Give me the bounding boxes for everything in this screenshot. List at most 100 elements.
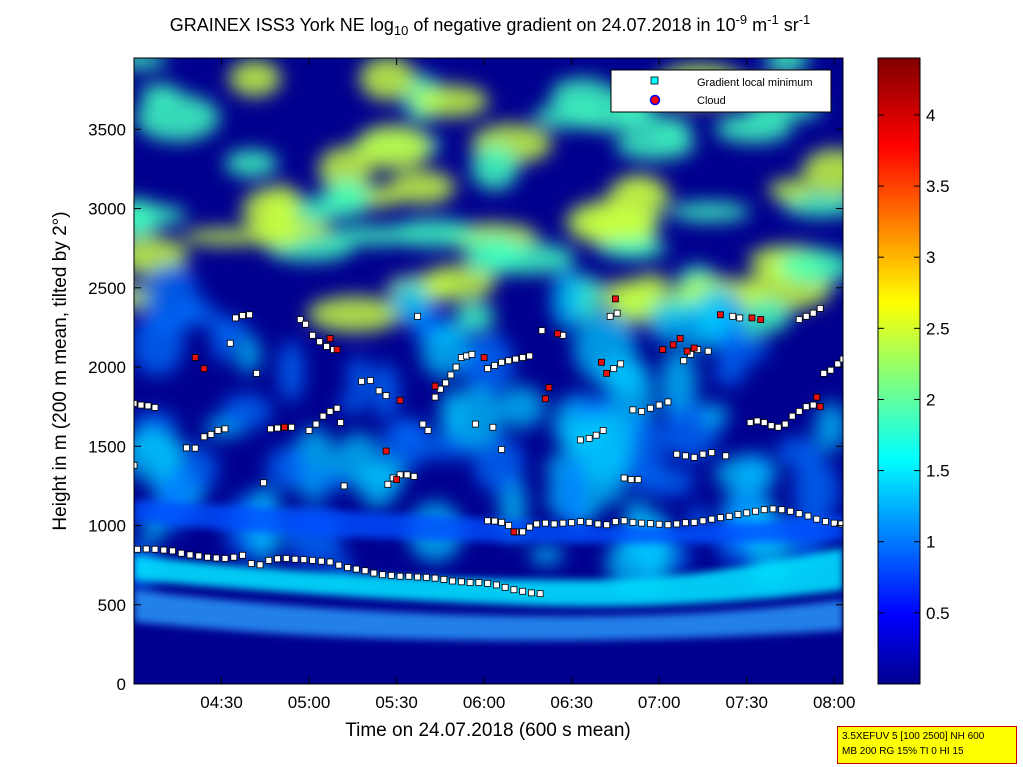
gradient-min-point: [512, 355, 520, 363]
gradient-min-point: [431, 393, 439, 401]
gradient-min-point: [827, 366, 835, 374]
gradient-min-point: [361, 567, 369, 575]
gradient-min-point: [647, 520, 654, 528]
gradient-min-point: [247, 560, 255, 567]
gradient-min-point: [795, 408, 803, 415]
gradient-min-point: [760, 419, 768, 426]
gradient-min-point: [629, 406, 637, 414]
gradient-min-point: [326, 408, 334, 415]
cloud-point: [816, 403, 824, 411]
gradient-min-point: [774, 423, 782, 431]
gradient-min-point: [370, 569, 378, 577]
legend-label-cloud: Cloud: [697, 95, 726, 107]
gradient-min-point: [526, 352, 534, 360]
legend: Gradient local minimum Cloud: [610, 69, 832, 113]
gradient-min-point: [151, 404, 159, 411]
gradient-min-point: [384, 480, 392, 488]
gradient-min-point: [787, 507, 794, 515]
cloud-point: [813, 393, 821, 401]
cloud-point: [676, 335, 684, 342]
gradient-min-point: [839, 355, 843, 363]
y-tick-label: 0: [117, 675, 126, 694]
gradient-min-point: [230, 553, 238, 561]
gradient-min-point: [267, 425, 274, 433]
gradient-min-point: [830, 519, 838, 527]
gradient-min-point: [585, 518, 593, 526]
y-tick-label: 1000: [88, 517, 126, 536]
y-axis: 0 500 1000 1500 2000 2500 3000 3500: [88, 120, 843, 694]
gradient-min-point: [822, 518, 829, 525]
gradient-min-point: [296, 316, 304, 323]
gradient-min-point: [191, 444, 199, 452]
cloud-point: [545, 384, 553, 392]
settings-info-box: 3.5XEFUV 5 [100 2500] NH 600 MB 200 RG 1…: [837, 726, 1017, 764]
gradient-min-point: [664, 398, 672, 406]
gradient-min-point: [204, 553, 211, 561]
gradient-min-point: [746, 419, 754, 426]
gradient-min-point: [620, 517, 628, 525]
cloud-point: [757, 316, 765, 323]
chart-title: GRAINEX ISS3 York NE log10 of negative g…: [170, 12, 811, 38]
y-axis-label: Height in m (200 m mean, tilted by 2°): [50, 211, 71, 530]
cloud-point: [603, 369, 611, 377]
gradient-min-point: [484, 579, 492, 587]
cloud-point: [510, 528, 518, 536]
cloud-point: [480, 354, 488, 361]
gradient-min-point: [221, 555, 229, 562]
colorbar: 0.5 1 1.5 2 2.5 3 3.5 4: [877, 57, 950, 685]
gradient-min-point: [309, 331, 316, 339]
gradient-min-point: [335, 561, 343, 569]
legend-label-min: Gradient local minimum: [697, 77, 813, 89]
gradient-min-point: [274, 555, 281, 563]
gradient-min-point: [617, 360, 625, 368]
gradient-min-point: [613, 309, 621, 317]
colorbar-tick-label: 2.5: [926, 319, 950, 338]
x-axis-label: Time on 24.07.2018 (600 s mean): [345, 720, 631, 741]
gradient-min-point: [629, 518, 637, 526]
gradient-min-point: [169, 547, 176, 555]
gradient-min-point: [379, 571, 386, 579]
gradient-min-point: [447, 371, 455, 379]
x-tick-label: 07:30: [725, 693, 768, 712]
x-tick-label: 06:30: [550, 693, 593, 712]
gradient-min-point: [475, 579, 483, 586]
gradient-min-point: [375, 387, 383, 395]
gradient-min-point: [319, 412, 327, 420]
gradient-min-point: [599, 427, 607, 434]
gradient-min-point: [312, 420, 320, 428]
x-axis: 04:30 05:00 05:30 06:00 06:30 07:00 07:30 08:00: [200, 58, 856, 712]
gradient-min-point: [729, 312, 737, 320]
gradient-min-point: [527, 589, 535, 597]
gradient-min-point: [414, 312, 422, 320]
gradient-min-point: [226, 339, 234, 347]
gradient-min-point: [239, 312, 246, 319]
gradient-min-point: [550, 520, 558, 528]
gradient-min-point: [606, 312, 614, 320]
gradient-min-point: [498, 358, 506, 366]
gradient-min-point: [352, 565, 360, 573]
cloud-point: [690, 344, 698, 352]
gradient-min-point: [291, 555, 299, 563]
gradient-min-point: [200, 433, 208, 441]
gradient-min-point: [813, 515, 821, 523]
y-tick-label: 2500: [88, 279, 126, 298]
colorbar-tick-label: 3.5: [926, 177, 950, 196]
gradient-min-point: [837, 520, 843, 528]
markers-layer: [134, 295, 843, 598]
gradient-min-point: [760, 506, 768, 514]
cloud-point: [541, 395, 549, 403]
gradient-min-point: [144, 402, 152, 410]
gradient-min-point: [736, 314, 744, 322]
cloud-point: [717, 311, 724, 319]
gradient-min-point: [526, 523, 534, 531]
info-line-1: 3.5XEFUV 5 [100 2500] NH 600: [842, 731, 985, 742]
gradient-min-point: [778, 506, 786, 514]
gradient-min-point: [519, 528, 527, 536]
cloud-point: [598, 358, 605, 366]
gradient-min-point: [505, 522, 513, 529]
x-tick-label: 04:30: [200, 693, 243, 712]
gradient-min-point: [795, 316, 803, 323]
gradient-min-point: [610, 365, 618, 373]
gradient-min-point: [457, 578, 465, 586]
gradient-min-point: [316, 338, 323, 346]
